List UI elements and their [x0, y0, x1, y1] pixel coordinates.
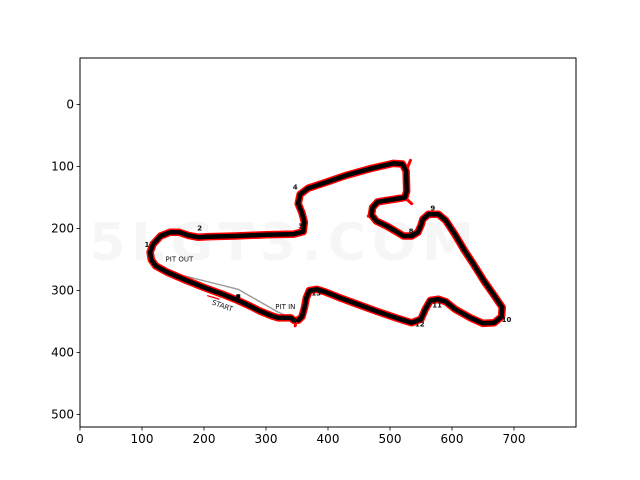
pit-lane: [166, 271, 292, 319]
y-tick-label: 0: [66, 98, 74, 112]
track-annotation: PIT IN: [275, 303, 295, 311]
x-tick-label: 400: [317, 432, 340, 446]
track-annotation: PIT OUT: [166, 255, 194, 263]
y-axis: 0 100 200 300 400 500: [51, 98, 80, 422]
y-tick-label: 400: [51, 346, 74, 360]
y-tick-label: 500: [51, 408, 74, 422]
x-tick-label: 100: [131, 432, 154, 446]
y-tick-label: 200: [51, 222, 74, 236]
corner-label: 13: [311, 290, 321, 298]
start-arrow: [206, 294, 220, 300]
corner-label: 1: [145, 241, 150, 249]
x-tick-label: 200: [193, 432, 216, 446]
x-tick-label: 600: [441, 432, 464, 446]
y-tick-label: 300: [51, 284, 74, 298]
corner-label: 9: [430, 205, 435, 213]
x-tick-label: 500: [379, 432, 402, 446]
corner-label: 10: [502, 316, 512, 324]
corner-label: 3: [298, 223, 303, 231]
y-tick-label: 100: [51, 160, 74, 174]
corner-label: 2: [197, 224, 202, 232]
corner-label: 12: [415, 321, 425, 329]
x-axis: 0 100 200 300 400 500 600 700: [76, 427, 525, 446]
x-tick-label: 300: [255, 432, 278, 446]
corner-label: 4: [293, 183, 298, 191]
corner-label: 8: [409, 228, 414, 236]
track-line-black: [147, 161, 505, 326]
corner-label: 4: [292, 317, 297, 325]
x-tick-label: 700: [503, 432, 526, 446]
start-flag-icon: [236, 294, 241, 299]
plot-area: [79, 57, 577, 428]
x-tick-label: 0: [76, 432, 84, 446]
corner-label: 11: [432, 301, 442, 309]
